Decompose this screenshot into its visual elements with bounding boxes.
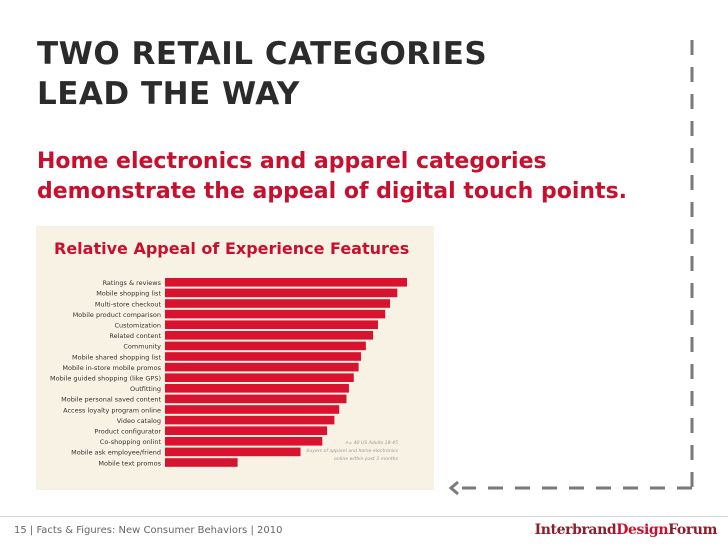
bar bbox=[165, 309, 386, 319]
category-label: Mobile shared shopping list bbox=[72, 353, 161, 361]
slide-subtitle: Home electronics and apparel categories … bbox=[37, 147, 627, 207]
category-label: Access loyalty program online bbox=[63, 406, 161, 414]
bar bbox=[165, 278, 407, 287]
logo-part1: Interbrand bbox=[534, 522, 617, 538]
category-label: Mobile product comparison bbox=[73, 311, 161, 319]
bar bbox=[165, 437, 323, 446]
slide-title-line1: TWO RETAIL CATEGORIES bbox=[37, 36, 488, 72]
footer-divider bbox=[0, 516, 728, 517]
footer-text: 15 | Facts & Figures: New Consumer Behav… bbox=[14, 525, 283, 536]
sample-note: online within past 3 months bbox=[334, 456, 399, 462]
category-label: Mobile shopping list bbox=[96, 290, 161, 298]
logo-part2: Design bbox=[616, 522, 669, 538]
slide-subtitle-line2: demonstrate the appeal of digital touch … bbox=[37, 179, 628, 204]
sample-note: buyers of apparel and home electronics bbox=[306, 448, 398, 454]
category-label: Mobile personal saved content bbox=[61, 396, 161, 404]
bar bbox=[165, 447, 301, 457]
bar bbox=[165, 405, 340, 414]
slide-title-line2: LEAD THE WAY bbox=[37, 76, 300, 112]
bar bbox=[165, 362, 359, 372]
category-label: Customization bbox=[114, 322, 161, 330]
category-label: Multi-store checkout bbox=[95, 300, 162, 308]
bar-chart: Ratings & reviews Mobile shopping list Mul… bbox=[50, 278, 407, 467]
bar bbox=[165, 320, 378, 329]
bar bbox=[165, 288, 398, 298]
bar bbox=[165, 299, 391, 308]
category-label: Outfitting bbox=[130, 385, 161, 393]
bar bbox=[165, 373, 354, 382]
category-label: Product configurator bbox=[94, 428, 161, 436]
category-label: Mobile in-store mobile promos bbox=[62, 364, 161, 372]
bar bbox=[165, 415, 335, 425]
bar bbox=[165, 458, 238, 467]
bar bbox=[165, 331, 374, 340]
category-label: Community bbox=[123, 343, 161, 351]
slide-title: TWO RETAIL CATEGORIES LEAD THE WAY bbox=[37, 34, 487, 114]
bar bbox=[165, 384, 349, 393]
interbrand-design-forum-logo: InterbrandDesignForum bbox=[534, 522, 718, 538]
logo-part3: Forum bbox=[668, 522, 717, 538]
slide-subtitle-line1: Home electronics and apparel categories bbox=[37, 149, 547, 174]
category-label: Ratings & reviews bbox=[103, 279, 162, 287]
bar bbox=[165, 394, 347, 404]
arrow-head-icon bbox=[448, 480, 459, 496]
chart-title: Relative Appeal of Experience Features bbox=[54, 239, 410, 258]
category-label: Mobile guided shopping (like GPS) bbox=[50, 375, 161, 383]
chart-panel: Relative Appeal of Experience Features R… bbox=[36, 226, 434, 490]
category-label: Mobile ask employee/friend bbox=[71, 449, 161, 457]
category-label: Co-shopping onlint bbox=[100, 438, 162, 446]
sample-note: n= 40 US Adults 18-45 bbox=[345, 440, 398, 446]
bar bbox=[165, 352, 362, 361]
category-label: Related content bbox=[109, 332, 161, 340]
bar bbox=[165, 426, 328, 435]
category-label: Video catalog bbox=[117, 417, 161, 425]
category-label: Mobile text promos bbox=[98, 459, 161, 467]
bar bbox=[165, 341, 366, 351]
